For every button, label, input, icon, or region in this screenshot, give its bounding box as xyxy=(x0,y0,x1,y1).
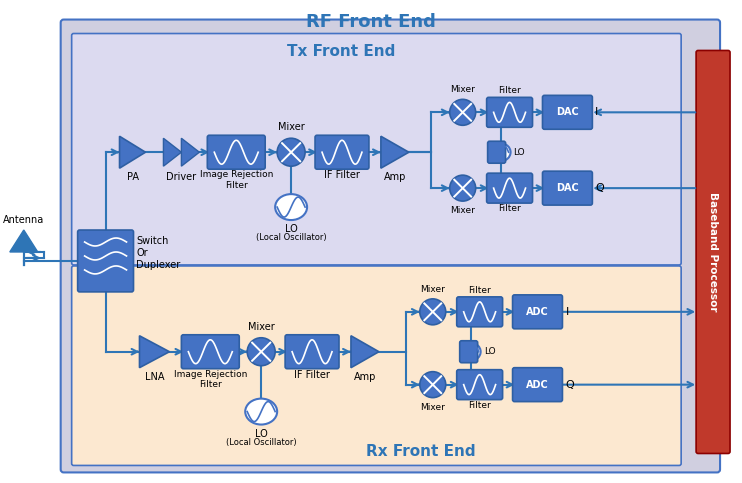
Text: Tx Front End: Tx Front End xyxy=(287,44,395,59)
Text: DAC: DAC xyxy=(556,107,579,117)
FancyBboxPatch shape xyxy=(285,335,339,369)
Text: RF Front End: RF Front End xyxy=(306,13,436,30)
Text: Mixer: Mixer xyxy=(420,285,445,294)
Text: LO: LO xyxy=(513,148,525,156)
Text: LO: LO xyxy=(285,224,298,234)
Text: Mixer: Mixer xyxy=(278,122,304,132)
Text: Switch
Or
Duplexer: Switch Or Duplexer xyxy=(137,236,181,270)
Text: DAC: DAC xyxy=(556,183,579,193)
Polygon shape xyxy=(381,136,409,168)
FancyBboxPatch shape xyxy=(513,295,562,329)
FancyBboxPatch shape xyxy=(72,33,681,265)
Text: PA: PA xyxy=(126,172,139,182)
Text: I: I xyxy=(595,107,599,117)
FancyBboxPatch shape xyxy=(181,335,239,369)
FancyBboxPatch shape xyxy=(542,95,592,129)
Text: Filter: Filter xyxy=(468,286,491,295)
Polygon shape xyxy=(163,138,181,166)
Text: Amp: Amp xyxy=(384,172,406,182)
Ellipse shape xyxy=(490,143,510,161)
Text: Mixer: Mixer xyxy=(248,322,275,332)
Text: ADC: ADC xyxy=(526,380,549,390)
Text: (Local Oscillator): (Local Oscillator) xyxy=(226,438,297,446)
Text: Image Rejection
Filter: Image Rejection Filter xyxy=(174,369,247,389)
Text: (Local Oscillator): (Local Oscillator) xyxy=(256,233,326,242)
Text: Amp: Amp xyxy=(354,372,376,382)
Circle shape xyxy=(278,138,305,166)
FancyBboxPatch shape xyxy=(460,341,478,363)
FancyBboxPatch shape xyxy=(696,50,730,454)
Text: LNA: LNA xyxy=(145,372,164,382)
FancyBboxPatch shape xyxy=(315,135,369,169)
Text: Rx Front End: Rx Front End xyxy=(366,443,476,458)
Text: ADC: ADC xyxy=(526,307,549,317)
Text: LO: LO xyxy=(484,347,495,356)
Circle shape xyxy=(247,338,275,366)
Ellipse shape xyxy=(245,398,278,425)
FancyBboxPatch shape xyxy=(487,98,533,128)
Polygon shape xyxy=(10,230,38,252)
Text: I: I xyxy=(565,307,568,317)
Polygon shape xyxy=(181,138,200,166)
Ellipse shape xyxy=(461,343,481,361)
Text: Mixer: Mixer xyxy=(420,403,445,412)
Ellipse shape xyxy=(275,194,307,220)
Circle shape xyxy=(420,372,446,398)
FancyBboxPatch shape xyxy=(457,369,502,399)
Text: Filter: Filter xyxy=(498,204,521,213)
Text: IF Filter: IF Filter xyxy=(294,369,330,380)
Text: LO: LO xyxy=(255,428,268,439)
FancyBboxPatch shape xyxy=(487,141,505,163)
Text: Antenna: Antenna xyxy=(3,215,45,225)
Circle shape xyxy=(450,99,476,125)
Circle shape xyxy=(420,299,446,325)
Polygon shape xyxy=(139,336,169,368)
FancyBboxPatch shape xyxy=(487,173,533,203)
Text: Filter: Filter xyxy=(498,86,521,95)
Text: Q: Q xyxy=(595,183,604,193)
FancyBboxPatch shape xyxy=(61,19,720,472)
Text: Driver: Driver xyxy=(166,172,197,182)
FancyBboxPatch shape xyxy=(72,266,681,466)
Polygon shape xyxy=(351,336,379,368)
FancyBboxPatch shape xyxy=(78,230,134,292)
Circle shape xyxy=(450,175,476,201)
FancyBboxPatch shape xyxy=(207,135,265,169)
Text: Q: Q xyxy=(565,380,574,390)
Text: Mixer: Mixer xyxy=(450,206,475,215)
Text: IF Filter: IF Filter xyxy=(324,170,360,180)
Text: Baseband Processor: Baseband Processor xyxy=(708,192,718,312)
Polygon shape xyxy=(119,136,145,168)
FancyBboxPatch shape xyxy=(457,297,502,327)
FancyBboxPatch shape xyxy=(513,368,562,401)
FancyBboxPatch shape xyxy=(542,171,592,205)
Text: Image Rejection
Filter: Image Rejection Filter xyxy=(200,170,273,189)
Text: Mixer: Mixer xyxy=(450,85,475,94)
Text: Filter: Filter xyxy=(468,400,491,410)
